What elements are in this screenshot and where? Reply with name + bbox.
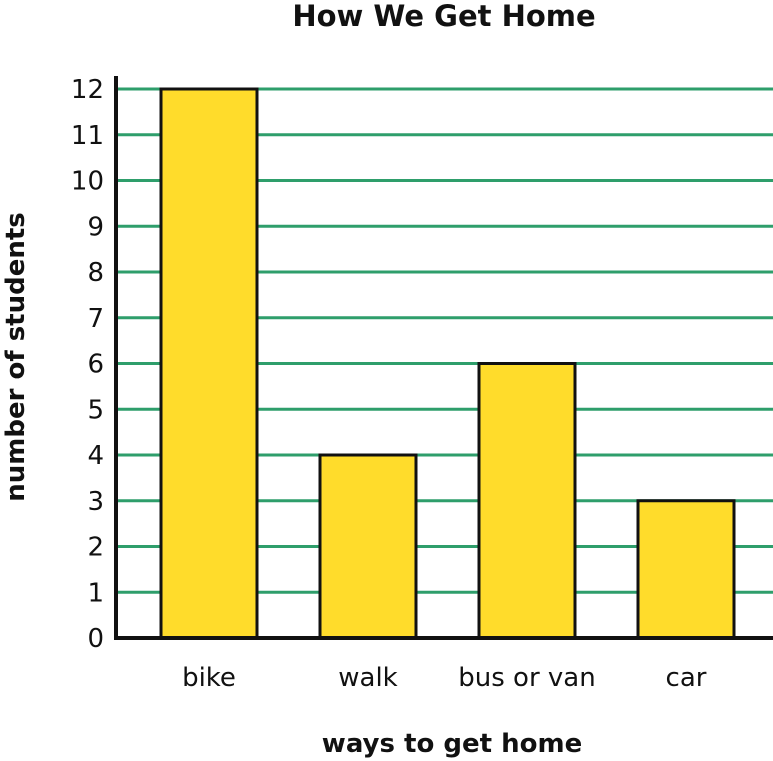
y-tick-label: 3 xyxy=(87,487,104,517)
y-tick-label: 0 xyxy=(87,624,104,654)
bar-car xyxy=(636,499,736,640)
y-tick-label: 4 xyxy=(87,441,104,471)
chart-title: How We Get Home xyxy=(292,0,595,33)
y-axis-title: number of students xyxy=(1,212,31,502)
y-tick-label: 6 xyxy=(87,350,104,380)
y-tick-label: 2 xyxy=(87,533,104,563)
y-tick-label: 11 xyxy=(71,121,104,151)
x-axis-title: ways to get home xyxy=(322,729,582,759)
bar-bus-or-van xyxy=(477,362,577,640)
axes xyxy=(114,76,773,640)
y-tick-label: 9 xyxy=(87,212,104,242)
y-tick-label: 5 xyxy=(87,395,104,425)
x-category-label: bike xyxy=(182,663,236,693)
x-category-label: car xyxy=(666,663,707,693)
x-category-label: bus or van xyxy=(458,663,595,693)
bar-walk xyxy=(318,453,418,640)
y-tick-label: 8 xyxy=(87,258,104,288)
y-tick-label: 7 xyxy=(87,304,104,334)
x-category-label: walk xyxy=(338,663,397,693)
bars xyxy=(159,87,736,640)
y-tick-label: 1 xyxy=(87,578,104,608)
y-tick-label: 12 xyxy=(71,75,104,105)
bar-bike xyxy=(159,87,259,640)
y-tick-label: 10 xyxy=(71,167,104,197)
x-category-labels: bike walk bus or van car xyxy=(182,663,707,693)
